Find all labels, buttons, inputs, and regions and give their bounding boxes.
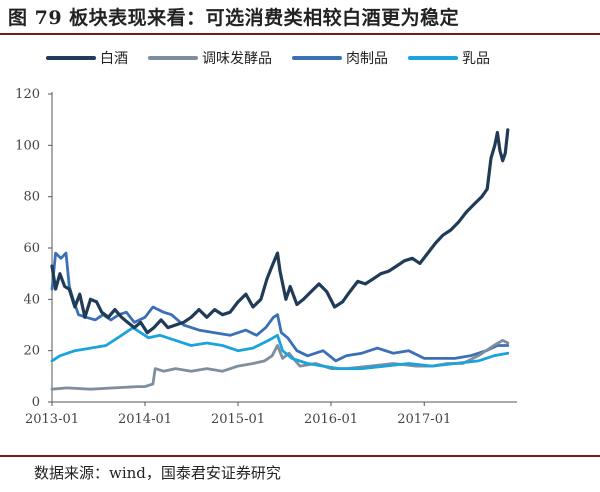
y-tick-label: 120	[15, 87, 40, 102]
x-tick-label: 2017-01	[397, 412, 451, 427]
series-line	[50, 128, 510, 335]
chart-legend: 白酒 调味发酵品 肉制品 乳品	[46, 51, 490, 67]
legend-label: 调味发酵品	[202, 51, 272, 67]
y-tick-label: 100	[15, 138, 40, 153]
legend-label: 乳品	[462, 51, 490, 67]
y-tick-label: 0	[32, 395, 40, 410]
x-tick-label: 2015-01	[211, 412, 265, 427]
title-rule	[0, 33, 600, 35]
figure-title: 图 79 板块表现来看：可选消费类相较白酒更为稳定	[8, 7, 460, 29]
y-tick-label: 60	[23, 241, 40, 256]
series-line	[50, 251, 510, 363]
x-tick-label: 2016-01	[304, 412, 358, 427]
legend-label: 肉制品	[346, 51, 388, 67]
legend-label: 白酒	[100, 51, 128, 67]
y-tick-label: 20	[23, 344, 40, 359]
chart-series	[50, 128, 510, 391]
line-chart: 白酒 调味发酵品 肉制品 乳品 0 20 40 60 80 100 120 2013-01 2014-…	[15, 51, 517, 427]
series-line	[50, 326, 510, 370]
chart-axes: 0 20 40 60 80 100 120 2013-01 2014-01 2015-01 2016…	[15, 87, 517, 427]
y-tick-label: 40	[23, 292, 40, 307]
x-tick-label: 2013-01	[25, 412, 79, 427]
source-rule	[0, 455, 600, 457]
y-tick-label: 80	[23, 190, 40, 205]
data-source: 数据来源：wind，国泰君安证券研究	[34, 464, 281, 482]
x-tick-label: 2014-01	[118, 412, 172, 427]
